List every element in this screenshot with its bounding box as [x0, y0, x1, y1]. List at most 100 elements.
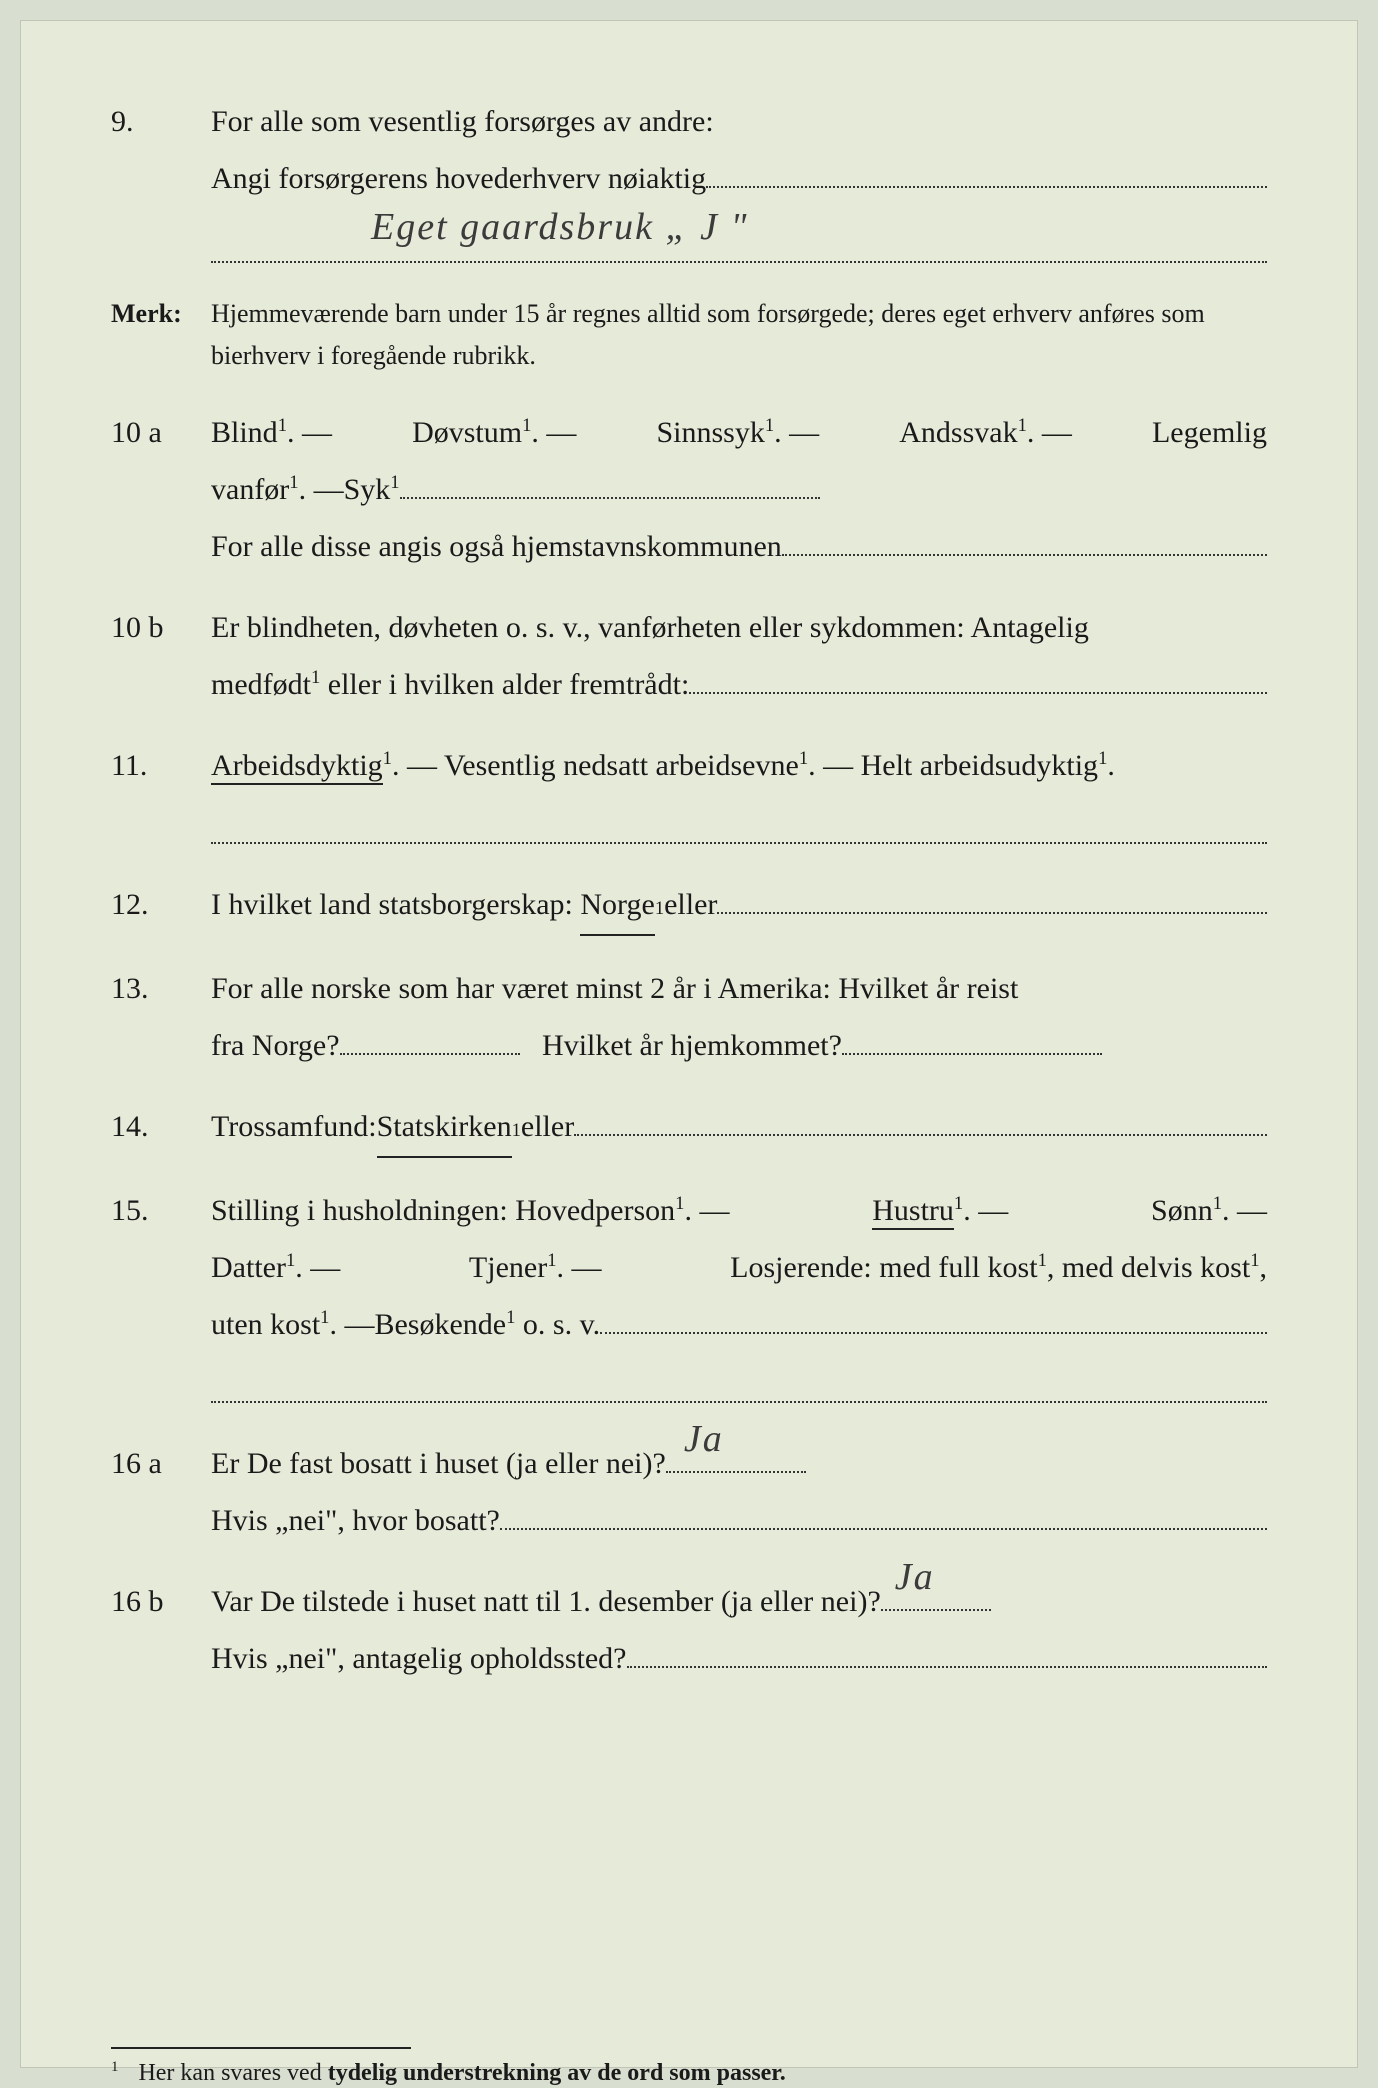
q16a-line2: Hvis „nei", hvor bosatt?	[211, 1492, 500, 1549]
q9-handwritten: Eget gaardsbruk „ J "	[371, 191, 748, 263]
q9-line1: For alle som vesentlig forsørges av andr…	[211, 93, 1267, 150]
q10a-fill1[interactable]	[400, 497, 820, 499]
q15-datter: Datter1. —	[211, 1239, 340, 1296]
q10a-opts-row1: Blind1. — Døvstum1. — Sinnssyk1. — Andss…	[211, 404, 1267, 461]
question-10a: 10 a Blind1. — Døvstum1. — Sinnssyk1. — …	[111, 404, 1267, 575]
q10b-fill[interactable]	[689, 692, 1267, 694]
q16b-answer[interactable]: Ja	[881, 1609, 991, 1611]
q14-number: 14.	[111, 1098, 211, 1158]
q10a-opt-blind: Blind1. —	[211, 404, 332, 461]
q15-losjerende: Losjerende: med full kost1, med delvis k…	[730, 1239, 1267, 1296]
q9-number: 9.	[111, 93, 211, 269]
q10a-opts-row2: vanfør1. — Syk1	[211, 461, 1267, 518]
q15-row3: uten kost1. — Besøkende1 o. s. v.	[211, 1296, 1267, 1353]
q15-lead: Stilling i husholdningen: Hovedperson1. …	[211, 1182, 729, 1239]
q11-opts: Arbeidsdyktig1. — Vesentlig nedsatt arbe…	[211, 737, 1267, 794]
q12-number: 12.	[111, 876, 211, 936]
q13-body: For alle norske som har været minst 2 år…	[211, 960, 1267, 1074]
q13-fill1[interactable]	[340, 1053, 520, 1055]
q13-line1: For alle norske som har været minst 2 år…	[211, 960, 1267, 1017]
question-13: 13. For alle norske som har været minst …	[111, 960, 1267, 1074]
q15-sonn: Sønn1. —	[1151, 1182, 1267, 1239]
q9-body: For alle som vesentlig forsørges av andr…	[211, 93, 1267, 269]
q16b-number: 16 b	[111, 1573, 211, 1687]
q11-body: Arbeidsdyktig1. — Vesentlig nedsatt arbe…	[211, 737, 1267, 852]
q16b-hand: Ja	[895, 1541, 935, 1613]
question-12: 12. I hvilket land statsborgerskap: Norg…	[111, 876, 1267, 936]
q11-fill[interactable]	[211, 794, 1267, 844]
q10b-number: 10 b	[111, 599, 211, 713]
q15-fill1[interactable]	[600, 1332, 1267, 1334]
q16a-row1: Er De fast bosatt i huset (ja eller nei)…	[211, 1435, 1267, 1492]
q16b-body: Var De tilstede i huset natt til 1. dese…	[211, 1573, 1267, 1687]
q16b-text: Var De tilstede i huset natt til 1. dese…	[211, 1573, 881, 1630]
census-form-page: 9. For alle som vesentlig forsørges av a…	[20, 20, 1358, 2068]
q15-tjener: Tjener1. —	[469, 1239, 602, 1296]
q13-number: 13.	[111, 960, 211, 1074]
merk-label: Merk:	[111, 293, 211, 376]
q12-after: eller	[664, 876, 717, 933]
q15-row1: Stilling i husholdningen: Hovedperson1. …	[211, 1182, 1267, 1239]
q10b-line1: Er blindheten, døvheten o. s. v., vanfør…	[211, 599, 1267, 656]
q15-body: Stilling i husholdningen: Hovedperson1. …	[211, 1182, 1267, 1411]
question-9: 9. For alle som vesentlig forsørges av a…	[111, 93, 1267, 269]
q16a-text: Er De fast bosatt i huset (ja eller nei)…	[211, 1435, 666, 1492]
q12-text: I hvilket land statsborgerskap:	[211, 876, 573, 933]
q16a-number: 16 a	[111, 1435, 211, 1549]
q13-fill2[interactable]	[842, 1053, 1102, 1055]
merk-text: Hjemmeværende barn under 15 år regnes al…	[211, 293, 1267, 376]
q10b-body: Er blindheten, døvheten o. s. v., vanfør…	[211, 599, 1267, 713]
q10b-text: medfødt1 eller i hvilken alder fremtrådt…	[211, 656, 689, 713]
q16b-row2: Hvis „nei", antagelig opholdssted?	[211, 1630, 1267, 1687]
question-16b: 16 b Var De tilstede i huset natt til 1.…	[111, 1573, 1267, 1687]
q11-opt1: Arbeidsdyktig	[211, 749, 383, 785]
q16a-answer[interactable]: Ja	[666, 1471, 806, 1473]
q10a-opt-legemlig: Legemlig	[1152, 404, 1267, 461]
q15-hustru: Hustru1. —	[872, 1182, 1008, 1239]
q16a-row2: Hvis „nei", hvor bosatt?	[211, 1492, 1267, 1549]
q15-row2: Datter1. — Tjener1. — Losjerende: med fu…	[211, 1239, 1267, 1296]
question-15: 15. Stilling i husholdningen: Hovedperso…	[111, 1182, 1267, 1411]
q10a-tail: For alle disse angis også hjemstavnskomm…	[211, 518, 782, 575]
question-11: 11. Arbeidsdyktig1. — Vesentlig nedsatt …	[111, 737, 1267, 852]
question-16a: 16 a Er De fast bosatt i huset (ja eller…	[111, 1435, 1267, 1549]
q13-line2: fra Norge? Hvilket år hjemkommet?	[211, 1017, 1267, 1074]
q10b-line2: medfødt1 eller i hvilken alder fremtrådt…	[211, 656, 1267, 713]
q16a-body: Er De fast bosatt i huset (ja eller nei)…	[211, 1435, 1267, 1549]
q16b-line2: Hvis „nei", antagelig opholdssted?	[211, 1630, 627, 1687]
q15-besokende: Besøkende1 o. s. v.	[374, 1296, 600, 1353]
q10a-fill2[interactable]	[782, 554, 1267, 556]
question-14: 14. Trossamfund: Statskirken1 eller	[111, 1098, 1267, 1158]
q10a-number: 10 a	[111, 404, 211, 575]
footnote-b: tydelig understrekning av de ord som pas…	[328, 2060, 786, 2086]
q9-handwritten-line[interactable]: Eget gaardsbruk „ J "	[211, 207, 1267, 263]
question-10b: 10 b Er blindheten, døvheten o. s. v., v…	[111, 599, 1267, 713]
footnote-a: Her kan svares ved	[138, 2060, 327, 2086]
q16b-fill[interactable]	[627, 1666, 1268, 1668]
footnote: 1 Her kan svares ved tydelig understrekn…	[111, 2059, 1267, 2087]
q11-opt3: Helt arbeidsudyktig	[861, 749, 1098, 782]
q10a-opt-syk: Syk1	[344, 461, 400, 518]
q10a-body: Blind1. — Døvstum1. — Sinnssyk1. — Andss…	[211, 404, 1267, 575]
q13-line2a: fra Norge?	[211, 1017, 340, 1074]
q12-norge: Norge	[580, 876, 654, 936]
merk-note: Merk: Hjemmeværende barn under 15 år reg…	[111, 293, 1267, 376]
q15-fill2[interactable]	[211, 1353, 1267, 1403]
q10a-opt-sinnssyk: Sinnssyk1. —	[656, 404, 819, 461]
q14-statskirken: Statskirken	[377, 1098, 512, 1158]
q14-after: eller	[521, 1098, 574, 1155]
q15-utenkost: uten kost1. —	[211, 1296, 374, 1353]
q14-fill[interactable]	[574, 1134, 1267, 1136]
q9-fill[interactable]	[706, 186, 1267, 188]
q14-body: Trossamfund: Statskirken1 eller	[211, 1098, 1267, 1158]
q14-text: Trossamfund:	[211, 1098, 377, 1155]
footnote-mark: 1	[111, 2059, 118, 2075]
q16a-fill[interactable]	[500, 1528, 1267, 1530]
q12-body: I hvilket land statsborgerskap: Norge1 e…	[211, 876, 1267, 936]
q11-opt2: Vesentlig nedsatt arbeidsevne	[444, 749, 799, 782]
q12-fill[interactable]	[717, 912, 1267, 914]
q10a-opt-dovstum: Døvstum1. —	[412, 404, 576, 461]
footnote-rule	[111, 2047, 411, 2049]
q10a-opt-andssvak: Andssvak1. —	[899, 404, 1072, 461]
q16b-row1: Var De tilstede i huset natt til 1. dese…	[211, 1573, 1267, 1630]
